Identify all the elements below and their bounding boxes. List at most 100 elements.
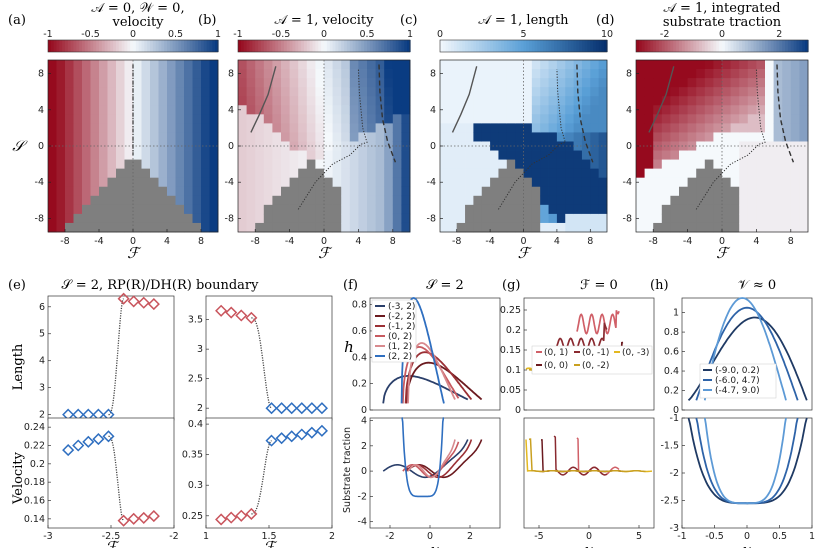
heatmap-cell — [756, 204, 766, 215]
heatmap-cell — [756, 132, 766, 142]
heatmap-cell — [124, 150, 134, 160]
heatmap-cell — [201, 141, 210, 151]
legend: (-3, 2)(-2, 2)(-1, 2)(0, 2)(1, 2)(2, 2) — [371, 299, 417, 363]
heatmap-cell — [116, 96, 125, 106]
unstable-cell — [99, 204, 108, 215]
legend-label: (2, 2) — [388, 352, 412, 362]
heatmap-cell — [133, 114, 142, 124]
x-tick-label: 0 — [744, 531, 750, 542]
colorbar-segment — [178, 40, 182, 52]
heatmap-cell — [209, 60, 219, 70]
heatmap-cell — [440, 213, 449, 224]
unstable-cell — [324, 213, 333, 224]
heatmap-cell — [375, 132, 385, 142]
unstable-cell — [687, 222, 697, 233]
y-tick-label: 4 — [228, 105, 234, 116]
colorbar-segment — [490, 40, 494, 52]
heatmap-cell — [696, 69, 706, 79]
heatmap-cell — [730, 168, 740, 179]
heatmap-cell — [192, 195, 202, 206]
heatmap-cell — [141, 159, 151, 170]
unstable-cell — [506, 222, 516, 233]
colorbar-segment — [523, 40, 527, 52]
heatmap-cell — [481, 177, 491, 188]
heatmap-cell — [150, 132, 159, 142]
heatmap-cell — [490, 114, 499, 124]
heatmap-cell — [465, 114, 474, 124]
heatmap-cell — [556, 69, 566, 79]
heatmap-cell — [201, 60, 210, 70]
heatmap-cell — [255, 78, 265, 88]
heatmap-cell — [448, 87, 458, 97]
heatmap-cell — [670, 159, 680, 170]
colorbar-segment — [389, 40, 394, 52]
red-diamond-marker — [127, 295, 140, 308]
heatmap-cell — [670, 114, 680, 124]
heatmap-cell — [704, 78, 714, 88]
heatmap-cell — [765, 60, 774, 70]
heatmap-cell — [531, 96, 541, 106]
unstable-cell — [515, 222, 524, 233]
blue-diamond-marker — [265, 402, 278, 415]
colorbar-segment — [770, 40, 775, 52]
colorbar-segment — [476, 40, 480, 52]
heatmap-cell — [473, 177, 483, 188]
heatmap-cell — [324, 69, 333, 79]
heatmap-cell — [82, 186, 91, 197]
heatmap-cell — [246, 213, 256, 224]
heatmap-cell — [158, 159, 168, 170]
unstable-cell — [704, 186, 714, 197]
heatmap-cell — [565, 204, 574, 215]
heatmap-cell — [238, 222, 247, 233]
unstable-cell — [116, 177, 125, 188]
unstable-cell — [696, 186, 706, 197]
colorbar-segment — [667, 40, 671, 52]
colorbar-tick-label: 1 — [215, 29, 221, 40]
heatmap-cell — [490, 132, 499, 142]
heatmap-cell — [324, 78, 333, 88]
heatmap-cell — [756, 87, 766, 97]
x-axis-label: ℱ — [716, 244, 731, 262]
boundary-curve-dotted — [297, 69, 368, 210]
heatmap-cell — [548, 159, 558, 170]
transition-path — [108, 298, 125, 416]
legend-label: (-2, 2) — [388, 312, 415, 322]
heatmap-cell — [349, 177, 359, 188]
heatmap-cell — [375, 60, 385, 70]
blue-diamond-marker — [102, 430, 115, 443]
unstable-cell — [704, 177, 714, 188]
heatmap-cell — [515, 69, 524, 79]
heatmap-cell — [490, 60, 499, 70]
heatmap-cell — [730, 69, 740, 79]
heatmap-cell — [598, 87, 608, 97]
heatmap-cell — [289, 78, 299, 88]
heatmap-cell — [465, 60, 474, 70]
traction-profile-line — [703, 417, 787, 505]
heatmap-cell — [65, 177, 74, 188]
heatmap-cell — [573, 69, 583, 79]
colorbar-segment — [467, 40, 472, 52]
heatmap-cell — [141, 69, 151, 79]
heatmap-cell — [739, 177, 749, 188]
heatmap-cell — [175, 177, 185, 188]
heatmap-cell — [565, 132, 574, 142]
heatmap-cell — [358, 204, 368, 215]
heatmap-cell — [722, 69, 731, 79]
unstable-cell — [167, 213, 176, 224]
heatmap-cell — [490, 78, 499, 88]
heatmap-cell — [481, 60, 491, 70]
heatmap-cell — [556, 96, 566, 106]
y-axis-label-length: Length — [11, 343, 26, 390]
colorbar-segment — [442, 40, 447, 52]
colorbar-segment — [392, 40, 397, 52]
heatmap-cell — [133, 96, 142, 106]
y-tick-label: 0 — [228, 141, 234, 152]
unstable-cell — [713, 213, 723, 224]
colorbar-segment — [329, 40, 334, 52]
heatmap-cell — [687, 159, 697, 170]
heatmap-cell — [782, 159, 792, 170]
heatmap-cell — [790, 204, 800, 215]
heatmap-cell — [281, 141, 290, 151]
heatmap-cell — [401, 78, 411, 88]
heatmap-cell — [384, 213, 394, 224]
